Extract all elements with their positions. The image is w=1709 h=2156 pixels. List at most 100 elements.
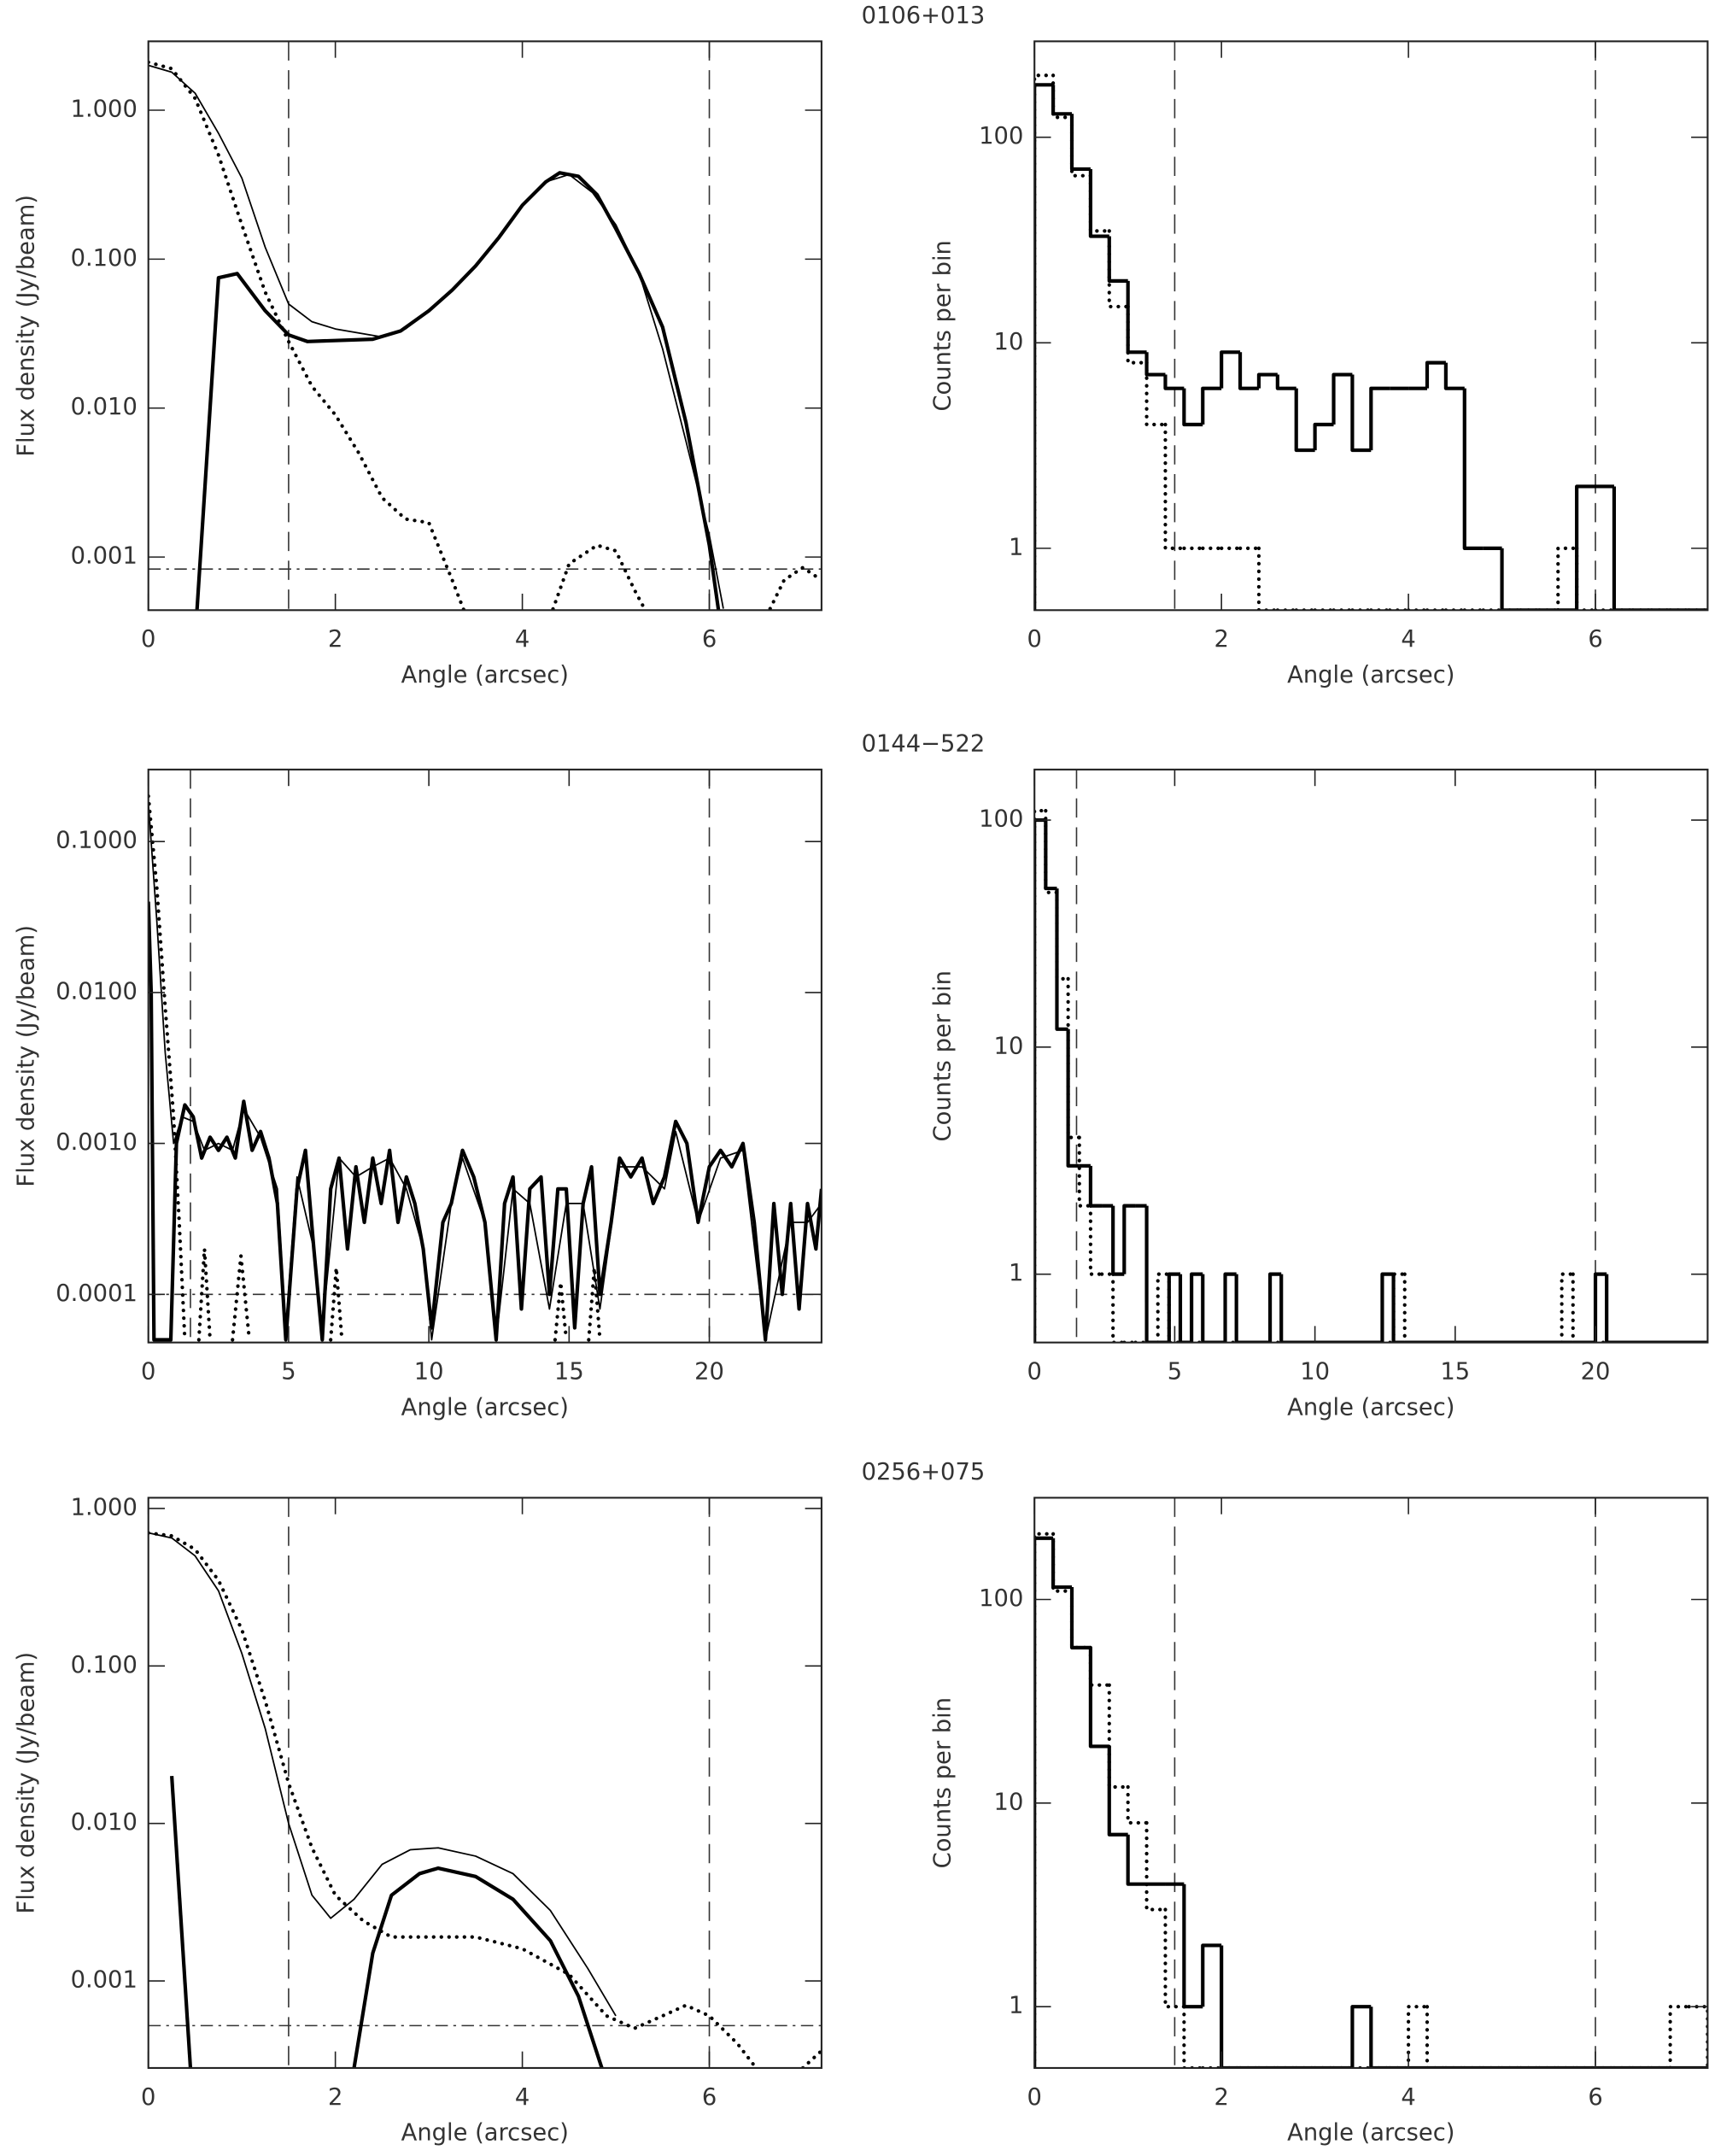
histogram-bin [1069, 115, 1092, 178]
histogram-bin [1391, 1274, 1405, 1343]
histogram-bin [1425, 360, 1446, 389]
histogram-bin [1051, 1538, 1073, 1590]
panel: 1 10 100 0 2 4 6 Angle (arcsec) Counts per bin [930, 1497, 1709, 2147]
x-tick-label: 6 [702, 626, 717, 653]
line-series [195, 171, 721, 611]
histogram-bin [1220, 350, 1241, 389]
plot-frame [147, 768, 822, 1344]
histogram-bin [1034, 83, 1054, 611]
histogram-bin [1122, 1204, 1136, 1274]
histogram-bin [1107, 229, 1130, 309]
plot-frame [1033, 40, 1709, 612]
histogram-bin [1369, 2007, 1390, 2068]
panel-title: 0106+013 [862, 3, 986, 29]
histogram-bin [1126, 304, 1149, 365]
plot-frame [147, 1497, 822, 2069]
line-series [329, 1268, 344, 1342]
panel-title: 0144−522 [862, 730, 986, 757]
histogram-bin [1044, 820, 1057, 891]
histogram-bin [1201, 386, 1222, 425]
line-series [768, 565, 822, 611]
y-tick-label: 0.0001 [56, 1280, 138, 1307]
histogram-bin [1182, 388, 1203, 427]
histogram-bin [1687, 2005, 1708, 2068]
histogram-bin [1350, 2005, 1372, 2068]
histogram-bin [1369, 386, 1390, 451]
y-tick-label: 0.100 [71, 245, 138, 272]
histogram-bin [1575, 546, 1598, 611]
histogram-bin [1163, 1907, 1186, 2009]
plot-area [148, 769, 822, 1343]
histogram-bin [1182, 2005, 1205, 2068]
histogram-bin [1144, 1820, 1168, 1912]
x-tick-label: 2 [1214, 626, 1228, 653]
line-series [148, 1532, 617, 2017]
x-tick-label: 2 [1214, 2084, 1228, 2111]
line-series [170, 1776, 193, 2068]
x-tick-label: 4 [515, 626, 530, 653]
x-tick-label: 4 [1401, 626, 1415, 653]
line-series [231, 1255, 252, 1342]
histogram-bin [1462, 388, 1484, 550]
histogram-bin [1107, 1683, 1130, 1790]
x-tick-label: 20 [1581, 1359, 1611, 1386]
histogram-bin [1560, 1272, 1575, 1343]
histogram-bin [1144, 352, 1166, 377]
plot-area [1034, 41, 1708, 611]
x-tick-label: 0 [141, 2084, 155, 2111]
x-tick-label: 2 [328, 2084, 342, 2111]
x-tick-label: 6 [1588, 626, 1602, 653]
histogram-bin [1055, 888, 1068, 1031]
histogram-bin [1593, 1272, 1607, 1343]
plot-area [1034, 769, 1708, 1343]
panel: 1 10 100 0 2 4 6 Angle (arcsec) Counts per bin [930, 40, 1709, 688]
y-tick-label: 0.001 [71, 1967, 138, 1994]
line-series [352, 1866, 604, 2068]
line-series [148, 803, 822, 1341]
x-tick-label: 6 [1588, 2084, 1602, 2111]
panel-title: 0256+075 [862, 1459, 986, 1485]
plot-area [148, 1497, 822, 2068]
histogram-bin [1201, 1943, 1222, 2007]
panel: 0.001 0.010 0.100 1.000 0 2 4 6 Angle (arcsec) Fl… [14, 40, 822, 688]
x-tick-label: 0 [141, 1359, 155, 1386]
x-axis-label: Angle (arcsec) [1287, 1394, 1454, 1421]
plot-frame [1033, 1497, 1709, 2069]
histogram-bin [1088, 1165, 1103, 1208]
histogram-bin [1051, 73, 1074, 120]
histogram-bin [1088, 173, 1111, 233]
histogram-bin [1571, 1272, 1586, 1343]
histogram-bin [1500, 548, 1521, 611]
x-tick-label: 0 [1027, 2084, 1042, 2111]
y-tick-label: 0.1000 [56, 828, 138, 854]
line-series [148, 60, 466, 611]
histogram-bin [1069, 1589, 1092, 1649]
histogram-bin [1267, 1272, 1282, 1343]
x-tick-label: 10 [414, 1359, 444, 1386]
histogram-bin [1069, 1587, 1091, 1649]
histogram-bin [1190, 1272, 1203, 1343]
histogram-bin [1144, 360, 1168, 427]
y-tick-label: 100 [979, 1585, 1023, 1612]
y-tick-label: 0.100 [71, 1652, 138, 1679]
plot-area [148, 41, 822, 611]
panel: 0.001 0.010 0.100 1.000 0 2 4 6 Angle (arcsec) Fl… [14, 1494, 822, 2147]
plot-frame [1033, 768, 1709, 1344]
histogram-bin [1220, 1945, 1241, 2068]
histogram-bin [1443, 362, 1465, 390]
plot-frame [147, 40, 822, 612]
histogram-bin [1051, 1532, 1074, 1593]
line-series [800, 2048, 822, 2068]
histogram-bin [1575, 484, 1596, 611]
histogram-bin [1234, 1274, 1248, 1343]
plot-area [1034, 1497, 1708, 2068]
x-tick-label: 10 [1300, 1359, 1330, 1386]
histogram-bin [1612, 486, 1633, 611]
histogram-bin [1556, 546, 1579, 611]
histogram-bin [1294, 388, 1315, 453]
y-axis-label: Flux density (Jy/beam) [14, 195, 40, 457]
x-tick-label: 15 [554, 1359, 584, 1386]
y-tick-label: 1 [1009, 534, 1023, 560]
x-tick-label: 0 [141, 626, 155, 653]
